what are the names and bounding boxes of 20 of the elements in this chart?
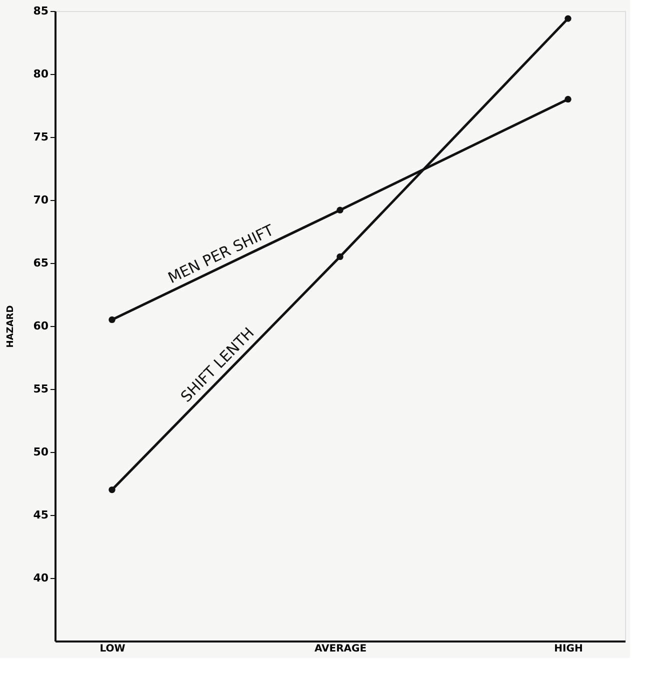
x-tick-label: LOW [100,644,126,654]
point [108,316,116,324]
point [336,253,344,260]
x-tick-label: AVERAGE [314,644,367,654]
y-tick-label: 80 [33,68,49,80]
y-tick-label: 75 [33,130,48,144]
point [108,486,116,494]
y-tick-label: 65 [33,256,48,270]
y-tick-label: 85 [33,4,48,18]
y-tick-label: 50 [33,446,49,458]
point [336,206,344,214]
y-tick-label: 40 [33,572,49,584]
y-tick-label: 60 [33,320,49,332]
point [564,15,572,22]
y-tick-label: 70 [33,194,49,206]
y-axis-title: HAZARD [6,305,16,348]
y-tick-label: 45 [33,508,48,522]
y-tick-label: 55 [33,382,48,396]
point [564,96,572,103]
x-tick-label: HIGH [554,644,583,654]
